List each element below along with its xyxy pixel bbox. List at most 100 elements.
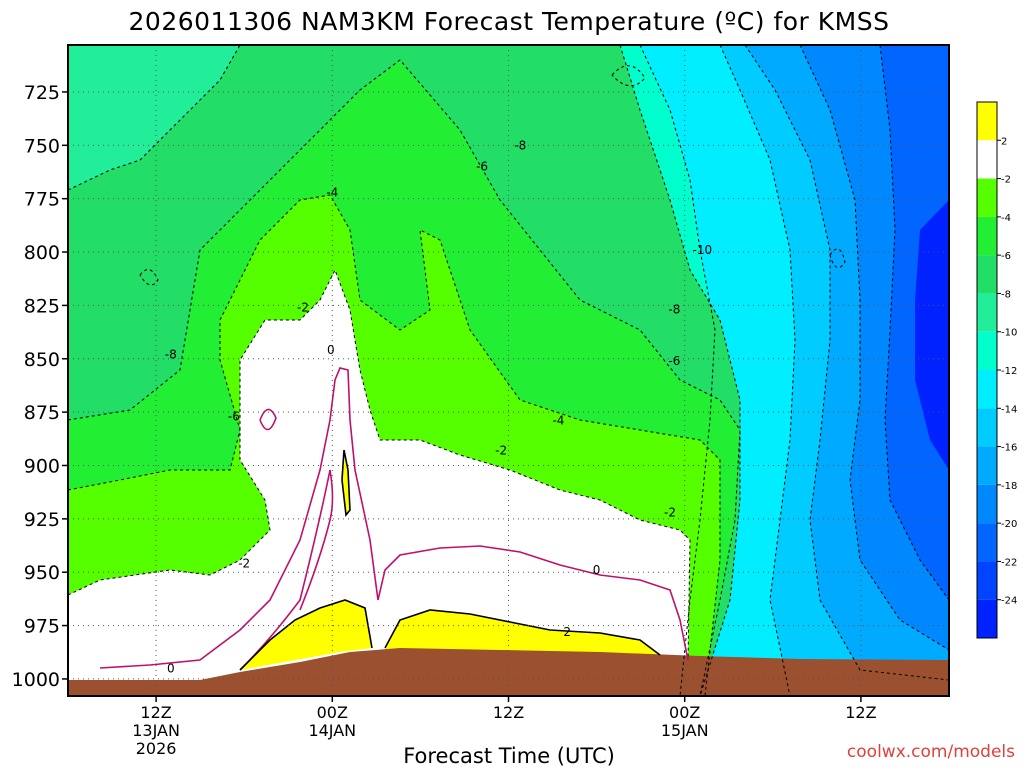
field-minus-24 [915, 200, 949, 470]
colorbar-label: -18 [1001, 481, 1017, 492]
colorbar-label: -20 [1001, 519, 1017, 530]
contour-small-loop-2 [829, 248, 846, 269]
contour-label: 0 [593, 563, 601, 577]
dashed-contours [68, 45, 949, 696]
y-tick-label: 800 [24, 242, 60, 264]
colorbar-label: -6 [1001, 251, 1011, 262]
terrain [68, 648, 949, 696]
contour-labels: -8 -6 -4 -10 -2 -8 0 -8 -6 -6 -4 -2 -2 -2 0 2 0 [165, 138, 712, 675]
colorbar-swatch [977, 408, 997, 447]
colorbar-swatch [977, 599, 997, 638]
gridlines [68, 45, 949, 696]
contour-plus-2-2 [384, 609, 661, 656]
colorbar-label: -12 [1001, 366, 1017, 377]
colorbar-label: -24 [1001, 596, 1017, 607]
contour-label: 0 [167, 661, 175, 675]
colorbar-swatch [977, 446, 997, 485]
y-tick-label: 725 [24, 82, 60, 104]
contour-zero-left [99, 367, 689, 669]
x-tick-label: 00Z [317, 703, 348, 722]
contour-label: -8 [165, 347, 177, 361]
colorbar-swatch [977, 255, 997, 294]
contour-zero-inner [239, 469, 334, 671]
colorbar-swatch [977, 523, 997, 562]
contour-label: -4 [326, 185, 338, 199]
contour-label: -6 [228, 409, 240, 423]
colorbar-label: -8 [1001, 289, 1011, 300]
contour-label: -10 [693, 243, 713, 257]
colorbar-label: 2 [1001, 136, 1007, 147]
x-tick-label: 2026 [136, 739, 177, 758]
colorbar-swatch [977, 331, 997, 370]
contour-minus-2 [68, 268, 691, 661]
solid-contours [99, 367, 689, 671]
contour-small-loop-3 [611, 65, 646, 87]
colorbar-label: -16 [1001, 443, 1017, 454]
field-minus-2 [68, 270, 690, 696]
contour-label: -4 [552, 414, 564, 428]
x-tick-label: 12Z [493, 703, 524, 722]
contour-minus-4 [68, 194, 721, 696]
credit-link[interactable]: coolwx.com/models [847, 742, 1015, 762]
colorbar-swatch [977, 216, 997, 256]
contour-label: -2 [297, 301, 309, 315]
colorbar-swatch [977, 370, 997, 409]
contour-label: -8 [668, 303, 680, 317]
contour-plus-2-1 [239, 599, 373, 671]
y-tick-label: 1000 [12, 669, 60, 691]
colorbar-label: -22 [1001, 557, 1017, 568]
field-above-zero-2 [385, 610, 660, 655]
contour-label: -2 [664, 505, 676, 519]
y-axis: 725 750 775 800 825 850 875 900 925 950 975 1000 [12, 82, 68, 691]
contour-plus-2-streak [341, 449, 351, 518]
field-left-minus-12 [68, 45, 240, 190]
contour-label: 2 [563, 625, 571, 639]
colorbar-swatch [977, 140, 997, 179]
chart-title: 2026011306 NAM3KM Forecast Temperature (… [129, 7, 890, 36]
contour-label: 0 [327, 343, 335, 357]
y-tick-label: 925 [24, 509, 60, 531]
y-tick-label: 750 [24, 135, 60, 157]
contour-label: -8 [514, 138, 526, 152]
contour-minus-12 [719, 45, 796, 696]
contour-minus-16 [799, 45, 949, 651]
colorbar-swatch [977, 178, 997, 217]
colorbar-swatch [977, 561, 997, 600]
x-tick-label: 12Z [140, 703, 171, 722]
contour-label: -2 [238, 557, 250, 571]
colorbar-swatch [977, 484, 997, 524]
contour-small-loop-1 [139, 269, 159, 286]
contour-label: -2 [495, 444, 507, 458]
colorbar-swatch [977, 102, 997, 141]
field-above-zero-1 [240, 600, 372, 670]
field-minus-22 [880, 45, 949, 600]
x-tick-label: 12Z [845, 703, 876, 722]
x-axis-label: Forecast Time (UTC) [403, 744, 615, 768]
y-tick-label: 850 [24, 349, 60, 371]
contour-minus-10 [639, 45, 716, 696]
y-tick-label: 825 [24, 295, 60, 317]
colorbar-label: -2 [1001, 175, 1011, 186]
colorbar-label: -14 [1001, 404, 1017, 415]
x-tick-label: 14JAN [308, 721, 356, 740]
contour-minus-8 [68, 45, 741, 696]
x-tick-label: 13JAN [132, 721, 180, 740]
plot-area: -8 -6 -4 -10 -2 -8 0 -8 -6 -6 -4 -2 -2 -2 0 2 0 [68, 45, 949, 696]
contour-label: -6 [476, 160, 488, 174]
colorbar-swatch [977, 293, 997, 332]
contour-zero-loop [259, 408, 277, 431]
y-tick-label: 775 [24, 189, 60, 211]
contour-minus-18 [879, 45, 949, 601]
y-tick-label: 950 [24, 562, 60, 584]
colorbar-label: -4 [1001, 213, 1011, 224]
colorbar: 2 -2 -4 -6 -8 -10 -12 -14 -16 -18 -20 -22 -24 [976, 101, 1017, 639]
x-tick-label: 00Z [669, 703, 700, 722]
colorbar-label: -10 [1001, 328, 1017, 339]
y-tick-label: 975 [24, 616, 60, 638]
y-tick-label: 875 [24, 402, 60, 424]
x-tick-label: 15JAN [661, 721, 709, 740]
y-tick-label: 900 [24, 455, 60, 477]
contour-minus-6 [68, 59, 741, 696]
